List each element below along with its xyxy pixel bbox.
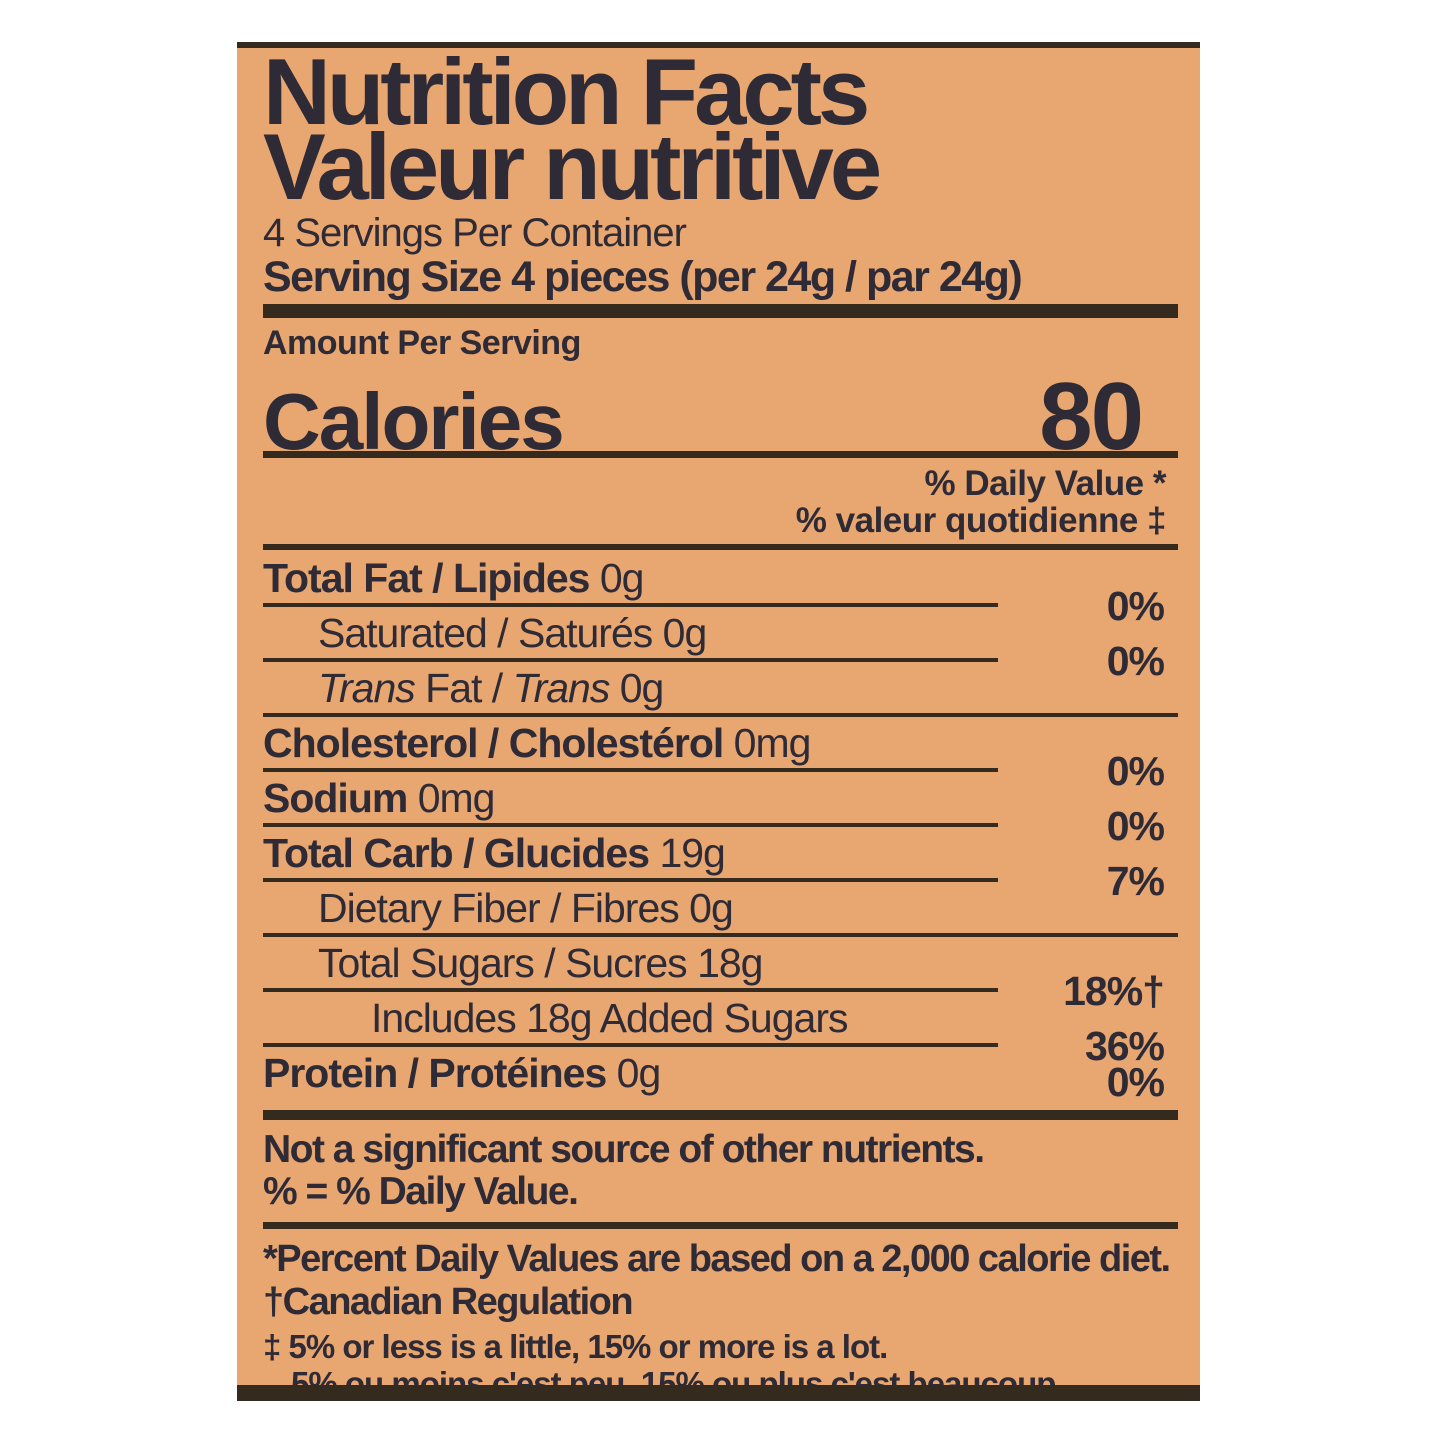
nutrient-label-part: 0g — [609, 665, 665, 711]
amount-per-serving-label: Amount Per Serving — [263, 324, 581, 362]
calories-divider — [263, 451, 1178, 458]
daily-value-heading-en: % Daily Value * — [924, 464, 1166, 503]
nutrient-label: Total Sugars / Sucres 18g — [318, 940, 763, 986]
nutrient-label: Total Fat / Lipides 0g — [263, 555, 645, 601]
nutrient-label-part: Saturated / Saturés 0g — [318, 610, 707, 656]
calories-row: Calories 80 — [263, 362, 1178, 470]
servings-per-container: 4 Servings Per Container — [263, 211, 687, 255]
nutrient-label-part: 0g — [606, 1050, 662, 1096]
nutrient-label-part: Trans — [318, 665, 416, 711]
nutrient-label: Includes 18g Added Sugars — [371, 995, 848, 1041]
nutrient-label-part: Dietary Fiber / Fibres 0g — [318, 885, 734, 931]
header-divider — [263, 304, 1178, 318]
protein-divider — [263, 1110, 1178, 1120]
daily-value-percent: 18%† — [1063, 968, 1165, 1014]
calories-label: Calories — [263, 377, 565, 466]
nutrient-label-part: 0g — [589, 555, 645, 601]
row-divider — [263, 933, 1178, 937]
nutrient-row: Protein / Protéines 0g 0% — [263, 1045, 1178, 1104]
row-divider — [263, 878, 998, 882]
nutrient-row: Trans Fat / Trans 0g — [263, 660, 1178, 717]
daily-value-percent: 0% — [1106, 638, 1165, 684]
nutrient-label: Dietary Fiber / Fibres 0g — [318, 885, 734, 931]
nutrient-label-part: 0mg — [723, 720, 812, 766]
row-divider — [263, 823, 998, 827]
nutrient-row: Cholesterol / Cholestérol 0mg 0% — [263, 715, 1178, 793]
nutrient-label: Sodium 0mg — [263, 775, 496, 821]
daily-value-heading-fr: % valeur quotidienne ‡ — [795, 501, 1167, 540]
nutrient-label-part: Includes 18g Added Sugars — [371, 995, 848, 1041]
row-divider — [263, 658, 998, 662]
nutrient-label-part: 19g — [649, 830, 725, 876]
footnote-divider — [263, 1222, 1178, 1229]
note-daily-value: % = % Daily Value. — [263, 1170, 579, 1213]
daily-value-percent: 0% — [1106, 803, 1165, 849]
nutrient-row: Dietary Fiber / Fibres 0g — [263, 880, 1178, 937]
nutrient-label-part: Total Fat / Lipides — [263, 555, 590, 601]
row-divider — [263, 768, 998, 772]
nutrient-label: Total Carb / Glucides 19g — [263, 830, 726, 876]
nutrient-row: Saturated / Saturés 0g 0% — [263, 605, 1178, 683]
nutrient-label-part: Fat / — [414, 665, 513, 711]
nutrient-row: Sodium 0mg 0% — [263, 770, 1178, 848]
nutrient-label-part: Trans — [512, 665, 611, 711]
nutrient-label: Trans Fat / Trans 0g — [318, 665, 665, 711]
footnote-5-percent-en: ‡ 5% or less is a little, 15% or more is… — [263, 1328, 888, 1365]
nutrient-label-part: Cholesterol / Cholestérol — [263, 720, 724, 766]
label-bottom-border — [237, 1385, 1200, 1401]
daily-value-percent: 0% — [1106, 1059, 1165, 1105]
daily-value-percent: 0% — [1106, 748, 1165, 794]
note-other-nutrients: Not a significant source of other nutrie… — [263, 1128, 985, 1171]
title-en: Nutrition Facts — [263, 42, 870, 144]
calories-value: 80 — [1039, 363, 1144, 470]
footnote-canadian-regulation: †Canadian Regulation — [263, 1281, 634, 1323]
daily-value-percent: 36% — [1084, 1023, 1165, 1069]
row-divider — [263, 1043, 998, 1047]
row-divider — [263, 713, 1178, 717]
nutrient-label-part: Sodium — [263, 775, 408, 821]
nutrient-label: Protein / Protéines 0g — [263, 1050, 662, 1096]
row-divider — [263, 988, 998, 992]
nutrient-label: Saturated / Saturés 0g — [318, 610, 707, 656]
nutrient-row: Total Sugars / Sucres 18g 18%† — [263, 935, 1178, 1013]
nutrient-label-part: Total Sugars / Sucres 18g — [318, 940, 763, 986]
row-divider — [263, 603, 998, 607]
footnote-daily-values: *Percent Daily Values are based on a 2,0… — [263, 1238, 1171, 1280]
nutrient-row: Includes 18g Added Sugars 36% — [263, 990, 1178, 1068]
nutrient-label: Cholesterol / Cholestérol 0mg — [263, 720, 812, 766]
nutrient-label-part: 0mg — [407, 775, 496, 821]
nutrient-rows: Total Fat / Lipides 0g 0% Saturated / Sa… — [263, 550, 1178, 1104]
nutrition-facts-label: Nutrition Facts Valeur nutritive 4 Servi… — [237, 42, 1200, 1401]
label-top-border — [237, 42, 1200, 48]
nutrient-row: Total Carb / Glucides 19g 7% — [263, 825, 1178, 903]
nutrient-label-part: Total Carb / Glucides — [263, 830, 650, 876]
daily-value-divider — [263, 544, 1178, 550]
nutrient-row: Total Fat / Lipides 0g 0% — [263, 550, 1178, 628]
nutrient-label-part: Protein / Protéines — [263, 1050, 607, 1096]
title-fr: Valeur nutritive — [263, 114, 882, 219]
daily-value-percent: 0% — [1106, 583, 1165, 629]
serving-size: Serving Size 4 pieces (per 24g / par 24g… — [263, 253, 1023, 301]
daily-value-percent: 7% — [1106, 858, 1165, 904]
